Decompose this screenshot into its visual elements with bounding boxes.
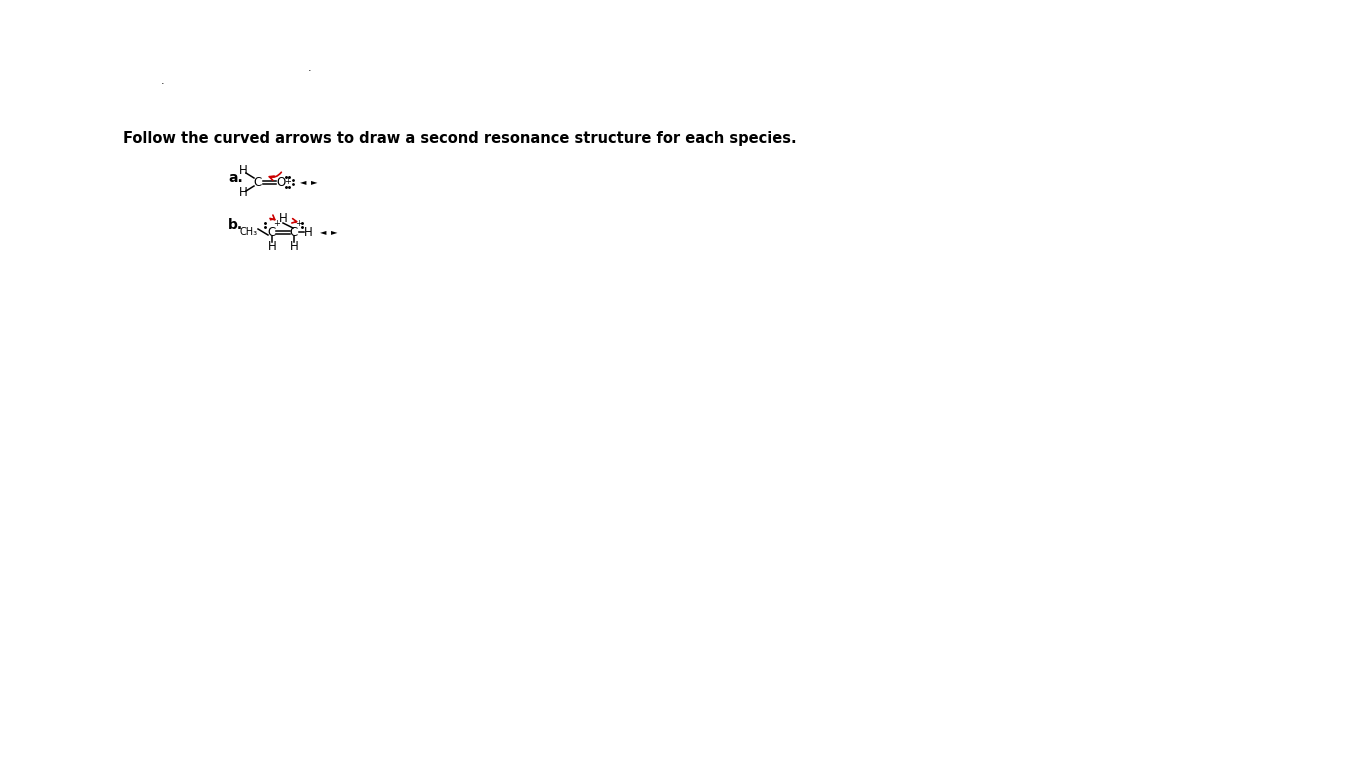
Text: .: . xyxy=(161,76,165,86)
Text: ►: ► xyxy=(310,177,317,187)
Text: ►: ► xyxy=(331,227,337,237)
Text: .: . xyxy=(309,63,311,73)
Text: H: H xyxy=(239,187,247,200)
Text: Follow the curved arrows to draw a second resonance structure for each species.: Follow the curved arrows to draw a secon… xyxy=(123,131,796,145)
Text: a.: a. xyxy=(228,171,243,185)
Text: H: H xyxy=(303,226,313,239)
Text: C: C xyxy=(290,226,298,239)
Text: H: H xyxy=(268,240,276,253)
Text: CH₃: CH₃ xyxy=(240,227,258,237)
Text: b.: b. xyxy=(228,218,243,232)
Text: O: O xyxy=(276,176,285,188)
Text: H: H xyxy=(279,213,287,226)
Text: H: H xyxy=(239,164,247,177)
Text: ◄: ◄ xyxy=(299,177,306,187)
Text: +: + xyxy=(295,220,302,229)
Text: C: C xyxy=(254,176,262,188)
Text: ◄: ◄ xyxy=(320,227,326,237)
Text: H: H xyxy=(290,240,298,253)
Text: +: + xyxy=(284,177,291,186)
Text: +: + xyxy=(273,220,280,229)
Text: C: C xyxy=(268,226,276,239)
